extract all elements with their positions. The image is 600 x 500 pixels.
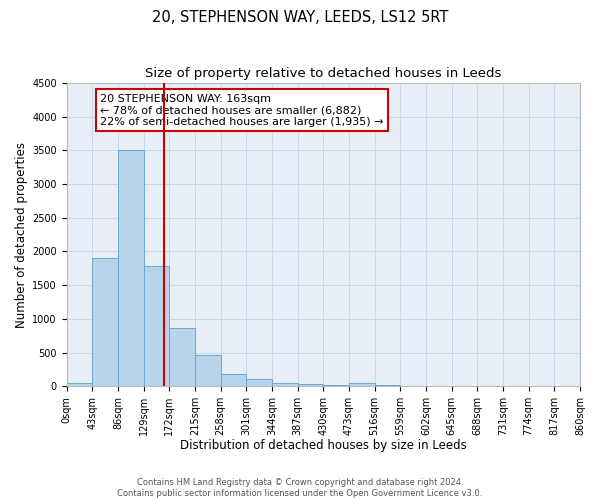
Text: Contains HM Land Registry data © Crown copyright and database right 2024.
Contai: Contains HM Land Registry data © Crown c… [118, 478, 482, 498]
Bar [169, 328, 195, 386]
Bar [195, 355, 221, 386]
Title: Size of property relative to detached houses in Leeds: Size of property relative to detached ho… [145, 68, 502, 80]
Bar [323, 385, 349, 386]
Bar [374, 385, 400, 386]
Bar [92, 258, 118, 386]
Bar [143, 266, 169, 386]
Bar [298, 384, 323, 386]
X-axis label: Distribution of detached houses by size in Leeds: Distribution of detached houses by size … [180, 440, 467, 452]
Bar [349, 382, 374, 386]
Bar [118, 150, 143, 386]
Text: 20 STEPHENSON WAY: 163sqm
← 78% of detached houses are smaller (6,882)
22% of se: 20 STEPHENSON WAY: 163sqm ← 78% of detac… [100, 94, 383, 127]
Bar [272, 382, 298, 386]
Bar [221, 374, 247, 386]
Bar [67, 383, 92, 386]
Text: 20, STEPHENSON WAY, LEEDS, LS12 5RT: 20, STEPHENSON WAY, LEEDS, LS12 5RT [152, 10, 448, 25]
Bar [247, 380, 272, 386]
Y-axis label: Number of detached properties: Number of detached properties [15, 142, 28, 328]
